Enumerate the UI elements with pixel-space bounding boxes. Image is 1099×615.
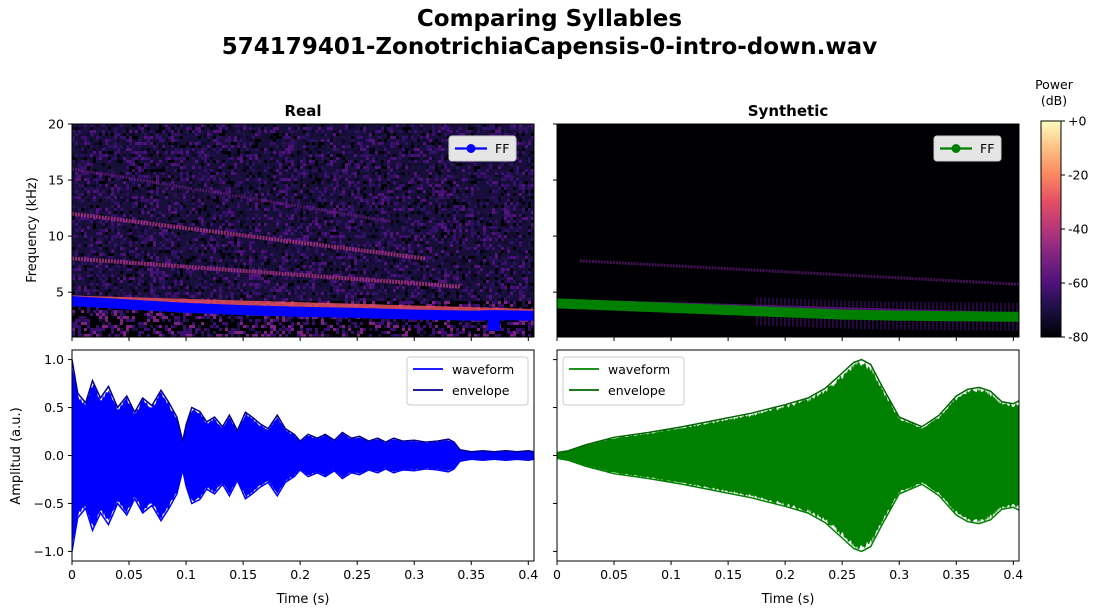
ff-point [666, 302, 677, 313]
panel-title-real: Real [285, 102, 322, 120]
ff-point [894, 310, 905, 321]
ff-point [295, 306, 306, 317]
waveform-synthetic [557, 358, 1019, 553]
x-tick-label: 0.25 [828, 567, 856, 582]
y-tick-label: 15 [48, 173, 64, 188]
xlabel-time-real: Time (s) [276, 592, 330, 607]
figure-title-line2: 574179401-ZonotrichiaCapensis-0-intro-do… [221, 34, 878, 60]
ff-point [238, 305, 249, 316]
x-tick-label: 0.1 [661, 567, 681, 582]
x-tick-label: 0.4 [1003, 567, 1023, 582]
colorbar-tick-label: -20 [1068, 168, 1088, 183]
x-tick-label: 0.05 [115, 567, 143, 582]
x-tick-label: 0.15 [229, 567, 257, 582]
ff-track-real [72, 296, 534, 331]
legend-label-waveform-real: waveform [452, 362, 514, 377]
spectrogram-synthetic-axes [553, 123, 1014, 341]
ff-point [352, 307, 363, 318]
ff-point [557, 298, 562, 309]
y-tick-label: 0.5 [44, 400, 64, 415]
envelope-upper [72, 359, 534, 453]
x-tick-label: 0.4 [518, 567, 538, 582]
legend-label-ff-synthetic: FF [980, 141, 994, 156]
y-tick-label: 5 [56, 285, 64, 300]
x-tick-label: 0.2 [775, 567, 795, 582]
y-tick-label: −0.5 [34, 496, 64, 511]
ylabel-frequency: Frequency (kHz) [25, 177, 40, 283]
ff-point [529, 310, 534, 321]
ff-point [409, 309, 420, 320]
y-tick-label: 20 [48, 117, 64, 132]
waveform-synthetic-axes: 0 0.05 0.1 0.15 0.2 0.25 0.3 0.35 0.4 [553, 359, 1023, 582]
x-tick-label: 0.2 [290, 567, 310, 582]
legend-label-envelope-synthetic: envelope [608, 383, 666, 398]
x-tick-label: 0 [553, 567, 561, 582]
panel-spectrogram-real: Real 5 10 15 20 Frequency (kHz) FF [25, 102, 535, 341]
figure-title-line1: Comparing Syllables [416, 6, 683, 32]
waveform-real [72, 359, 534, 552]
ff-point [72, 296, 77, 307]
ff-track-synthetic [557, 298, 1019, 322]
legend-marker-ff-synthetic [951, 144, 961, 153]
colorbar-ticks: +0 -20 -40 -60 -80 [1061, 114, 1088, 345]
ylabel-amplitude: Amplitud (a.u.) [9, 407, 24, 504]
x-tick-label: 0.35 [942, 567, 970, 582]
ff-point [124, 299, 135, 310]
panel-waveform-real: 0 0.05 0.1 0.15 0.2 0.25 0.3 0.35 0.4 1.0 0.5 0.0 −0… [9, 349, 539, 607]
ff-point [466, 310, 477, 321]
waveform-fill [72, 360, 534, 551]
ff-point [780, 307, 791, 318]
legend-waveform-real: waveform envelope [406, 356, 529, 406]
ff-point [837, 309, 848, 320]
panel-spectrogram-synthetic: Synthetic FF [553, 102, 1020, 341]
waveform-fill [557, 361, 1019, 550]
y-tick-label: 0.0 [44, 448, 64, 463]
envelope-lower [72, 458, 534, 552]
x-tick-label: 0.15 [714, 567, 742, 582]
harmonic-band [579, 259, 1019, 286]
colorbar-tick-label: -40 [1068, 222, 1088, 237]
legend-real-spectrogram: FF [448, 135, 517, 162]
x-tick-label: 0.3 [889, 567, 909, 582]
x-tick-label: 0.3 [404, 567, 424, 582]
envelope-lower [557, 457, 1019, 553]
ff-point [609, 300, 620, 311]
x-tick-label: 0.25 [343, 567, 371, 582]
colorbar: Power (dB) +0 -20 -40 -60 -80 [1035, 77, 1088, 345]
x-tick-label: 0.05 [600, 567, 628, 582]
colorbar-tick-label: +0 [1068, 114, 1086, 129]
x-tick-label: 0.1 [176, 567, 196, 582]
harmonic-band [72, 211, 426, 261]
colorbar-tick-label: -60 [1068, 276, 1088, 291]
legend-marker-ff-real [466, 144, 476, 153]
spectrogram-real-axes: 5 10 15 20 [48, 117, 529, 341]
ff-point [1014, 311, 1019, 322]
colorbar-gradient [1040, 120, 1062, 338]
x-tick-label: 0 [68, 567, 76, 582]
xlabel-time-synthetic: Time (s) [761, 592, 815, 607]
ff-dip [488, 314, 501, 331]
ff-point [951, 311, 962, 322]
colorbar-label-line2: (dB) [1041, 93, 1067, 108]
colorbar-label-line1: Power [1035, 77, 1074, 92]
legend-label-envelope-real: envelope [452, 383, 510, 398]
legend-synthetic-spectrogram: FF [933, 135, 1002, 162]
legend-label-waveform-synthetic: waveform [608, 362, 670, 377]
legend-waveform-synthetic: waveform envelope [562, 356, 685, 406]
harmonic-band [72, 256, 461, 289]
panel-waveform-synthetic: 0 0.05 0.1 0.15 0.2 0.25 0.3 0.35 0.4 Time (s) w… [553, 349, 1023, 607]
panel-title-synthetic: Synthetic [748, 102, 829, 120]
y-tick-label: 10 [48, 229, 64, 244]
waveform-real-axes: 0 0.05 0.1 0.15 0.2 0.25 0.3 0.35 0.4 1.0 0.5 0.0 −0… [34, 352, 539, 582]
y-tick-label: −1.0 [34, 544, 64, 559]
colorbar-tick-label: -80 [1068, 330, 1088, 345]
envelope-upper [557, 358, 1019, 454]
x-tick-label: 0.35 [457, 567, 485, 582]
y-tick-label: 1.0 [44, 352, 64, 367]
ff-point [181, 302, 192, 313]
legend-label-ff-real: FF [495, 141, 509, 156]
ff-point [723, 305, 734, 316]
